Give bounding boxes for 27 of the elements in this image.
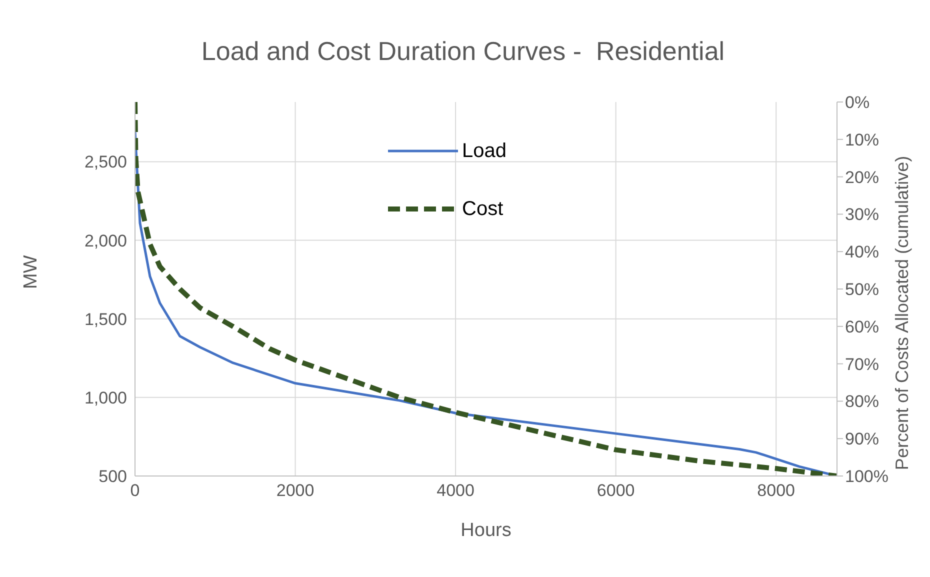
- y2-tick-label: 0%: [845, 93, 870, 112]
- y2-tick-label: 40%: [845, 242, 880, 262]
- y-axis-title: MW: [20, 255, 42, 289]
- y2-tick-label: 20%: [845, 168, 880, 187]
- y-tick-label: 500: [98, 467, 127, 486]
- y-tick-label: 2,000: [84, 231, 127, 250]
- x-tick-label: 6000: [596, 481, 635, 500]
- y-tick-label: 2,500: [84, 152, 127, 172]
- legend-label: Load: [462, 140, 506, 162]
- legend-label: Cost: [462, 198, 504, 220]
- y2-tick-label: 100%: [845, 467, 888, 486]
- y2-tick-label: 60%: [845, 317, 880, 336]
- x-axis-title: Hours: [460, 520, 512, 541]
- x-tick-label: 8000: [757, 481, 796, 500]
- y2-tick-label: 10%: [845, 130, 880, 150]
- x-tick-label: 4000: [436, 481, 474, 500]
- y2-tick-label: 70%: [845, 354, 880, 374]
- y-tick-label: 1,500: [84, 310, 127, 329]
- y2-tick-label: 90%: [845, 430, 880, 449]
- y-tick-label: 1,000: [84, 388, 127, 408]
- y2-axis-title: Percent of Costs Allocated (cumulative): [892, 156, 912, 470]
- x-tick-label: 2000: [276, 481, 314, 500]
- chart-title: Load and Cost Duration Curves - Residential: [200, 36, 726, 67]
- y2-tick-label: 30%: [845, 205, 880, 224]
- y2-tick-label: 80%: [845, 392, 880, 412]
- x-tick-label: 0: [130, 481, 140, 500]
- y2-tick-label: 50%: [845, 280, 880, 300]
